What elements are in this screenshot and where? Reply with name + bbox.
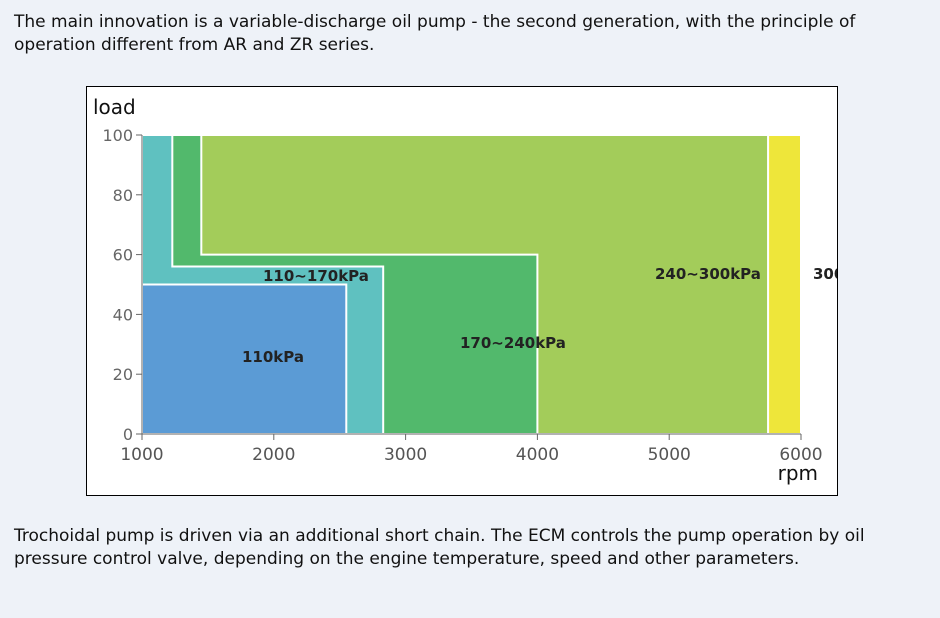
region-label: 110∼170kPa bbox=[263, 267, 369, 285]
region bbox=[767, 134, 802, 435]
x-axis-label: rpm bbox=[778, 461, 818, 485]
figure: 300kPa 240∼300kPa 170∼240kPa 110∼170kPa 110k… bbox=[86, 86, 875, 496]
paragraph: The main innovation is a variable-discha… bbox=[14, 12, 856, 55]
x-tick-label: 3000 bbox=[384, 445, 427, 465]
x-tick-label: 5000 bbox=[648, 445, 691, 465]
y-tick-label: 40 bbox=[113, 305, 133, 324]
y-tick-label: 100 bbox=[102, 126, 133, 145]
y-tick-label: 20 bbox=[113, 365, 133, 384]
x-tick-label: 1000 bbox=[120, 445, 163, 465]
region-label: 300kPa bbox=[813, 265, 837, 283]
y-tick-label: 80 bbox=[113, 186, 133, 205]
x-tick-label: 6000 bbox=[779, 445, 822, 465]
y-axis-label: load bbox=[93, 95, 136, 119]
region-label: 240∼300kPa bbox=[655, 265, 761, 283]
region-label: 170∼240kPa bbox=[460, 334, 566, 352]
x-tick-label: 2000 bbox=[252, 445, 295, 465]
paragraph: Trochoidal pump is driven via an additio… bbox=[14, 526, 865, 569]
x-tick-label: 4000 bbox=[516, 445, 559, 465]
chart: 300kPa 240∼300kPa 170∼240kPa 110∼170kPa 110k… bbox=[93, 95, 875, 485]
region-label: 110kPa bbox=[242, 348, 304, 366]
y-tick-label: 60 bbox=[113, 246, 133, 265]
y-tick-label: 0 bbox=[123, 425, 133, 444]
